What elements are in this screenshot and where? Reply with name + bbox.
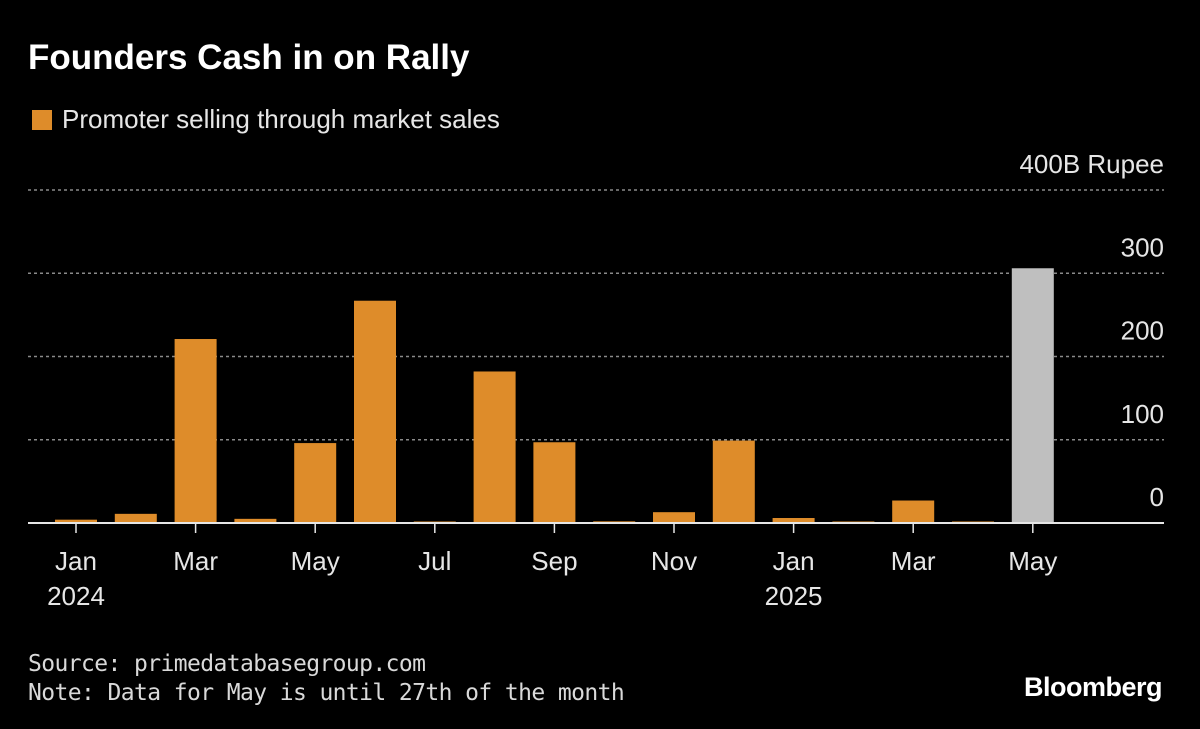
x-tick-year-2025: 2025: [765, 581, 823, 611]
bar-apr-2024: [234, 518, 277, 523]
y-tick-label-0: 0: [1150, 482, 1164, 512]
legend-swatch: [32, 109, 52, 130]
x-tick-label-sep: Sep: [531, 546, 577, 576]
bar-jan-2025: [772, 518, 815, 523]
y-tick-label-100: 100: [1121, 399, 1164, 429]
x-tick-label-nov: Nov: [651, 546, 697, 576]
bars: [55, 268, 1054, 523]
x-tick-label-jan: Jan: [55, 546, 97, 576]
chart-title: Founders Cash in on Rally: [28, 38, 470, 77]
source-text: Source: primedatabasegroup.com: [28, 651, 426, 677]
y-tick-label-300: 300: [1121, 232, 1164, 262]
x-tick-label-jul: Jul: [418, 546, 451, 576]
bar-dec-2024: [712, 440, 755, 523]
x-tick-year-2024: 2024: [47, 581, 105, 611]
bar-nov-2024: [653, 512, 695, 523]
note-text: Note: Data for May is until 27th of the …: [28, 680, 625, 706]
bar-aug-2024: [473, 371, 516, 523]
footer: Source: primedatabasegroup.com Note: Dat…: [28, 650, 625, 708]
bar-feb-2024: [114, 513, 157, 523]
bar-mar-2025: [892, 500, 935, 523]
legend: Promoter selling through market sales: [32, 104, 500, 135]
legend-label: Promoter selling through market sales: [62, 104, 500, 134]
bar-jan-2024: [55, 519, 97, 523]
bloomberg-logo: Bloomberg: [1023, 672, 1163, 702]
axes: 0 100 200 300 400B Rupee Jan 2024 Mar May Jul Sep N…: [28, 149, 1164, 611]
x-tick-label-may: May: [1008, 546, 1057, 576]
y-unit-label: 400B Rupee: [1019, 149, 1164, 179]
x-tick-label-may: May: [291, 546, 340, 576]
bar-may-2025: [1011, 268, 1054, 523]
y-tick-label-200: 200: [1121, 316, 1164, 346]
bar-mar-2024: [174, 339, 217, 523]
x-tick-label-mar: Mar: [173, 546, 218, 576]
x-tick-label-jan: Jan: [773, 546, 815, 576]
bar-sep-2024: [533, 442, 576, 523]
x-tick-label-mar: Mar: [891, 546, 936, 576]
bar-may-2024: [294, 443, 337, 523]
bar-jun-2024: [354, 300, 396, 523]
